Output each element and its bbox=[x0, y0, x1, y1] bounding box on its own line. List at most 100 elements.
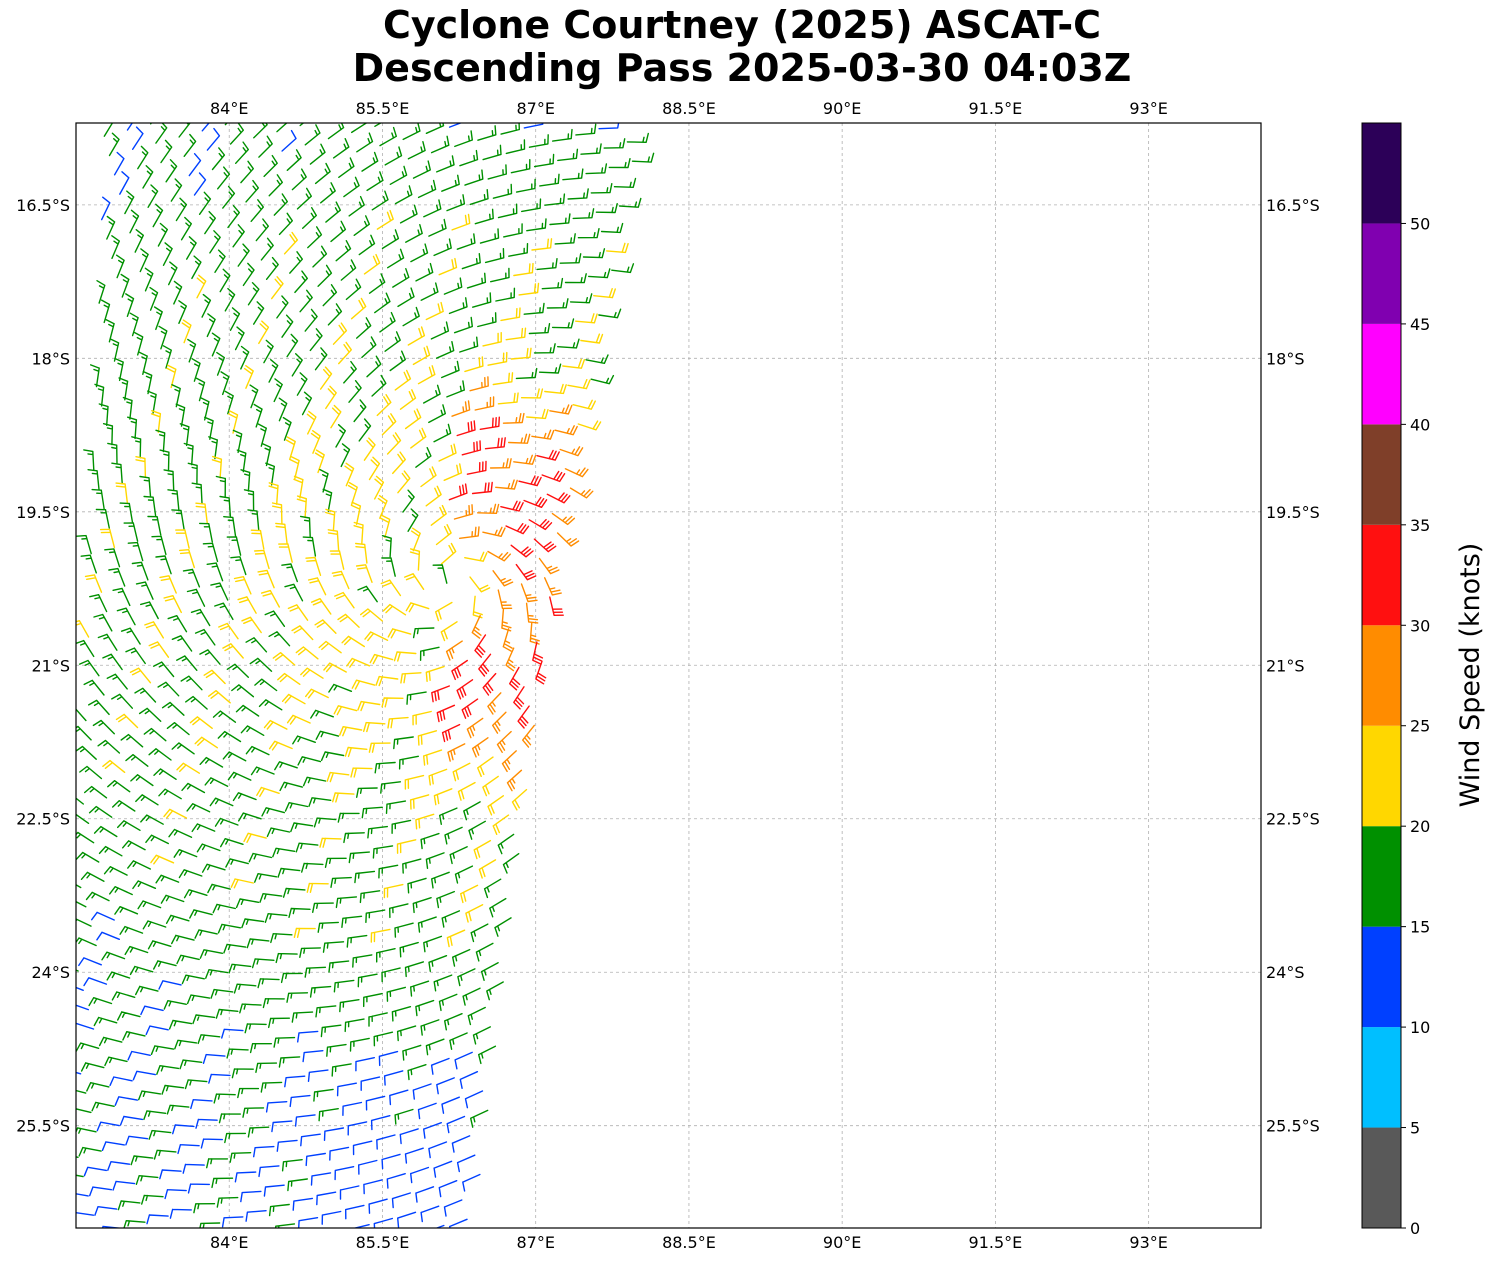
wind-barb bbox=[96, 1121, 120, 1132]
wind-barb bbox=[327, 529, 340, 551]
wind-barb bbox=[356, 317, 372, 339]
wind-barb bbox=[544, 383, 567, 395]
wind-barb bbox=[446, 1115, 466, 1134]
wind-barb bbox=[317, 264, 333, 287]
wind-barb bbox=[171, 384, 181, 408]
wind-barb bbox=[240, 160, 254, 184]
wind-barb bbox=[98, 1036, 123, 1047]
wind-barb bbox=[460, 884, 479, 904]
wind-barb bbox=[231, 684, 255, 698]
wind-barb bbox=[575, 123, 597, 136]
wind-barb bbox=[268, 1203, 290, 1217]
wind-barb bbox=[286, 992, 309, 1003]
lon-tick-label-top: 84°E bbox=[210, 99, 248, 118]
wind-barb bbox=[255, 218, 269, 242]
wind-barb bbox=[389, 903, 409, 919]
wind-barb bbox=[260, 237, 274, 261]
wind-barb bbox=[240, 1190, 262, 1203]
wind-barb bbox=[284, 1075, 306, 1088]
wind-barb bbox=[135, 581, 154, 600]
wind-barb bbox=[325, 201, 341, 223]
wind-barb bbox=[521, 198, 542, 213]
wind-barb bbox=[140, 814, 164, 825]
wind-barb bbox=[383, 883, 404, 899]
wind-barb bbox=[441, 1096, 460, 1114]
wind-barb bbox=[281, 1159, 303, 1172]
lon-tick-label-bottom: 90°E bbox=[823, 1233, 861, 1252]
wind-barb bbox=[108, 132, 120, 157]
wind-barb bbox=[185, 695, 208, 710]
wind-barb bbox=[546, 492, 571, 504]
wind-barb bbox=[469, 376, 489, 392]
wind-barb bbox=[502, 853, 520, 874]
wind-barb bbox=[384, 146, 403, 166]
wind-barb bbox=[117, 820, 141, 831]
wind-barb bbox=[315, 1005, 337, 1018]
wind-barb bbox=[141, 1194, 164, 1205]
wind-barb bbox=[430, 1057, 450, 1075]
wind-barb bbox=[173, 849, 198, 858]
wind-barb bbox=[331, 1063, 352, 1077]
wind-barb bbox=[378, 864, 399, 879]
wind-barb bbox=[502, 412, 525, 424]
wind-barb bbox=[258, 135, 273, 158]
wind-barb bbox=[160, 894, 185, 904]
wind-barb bbox=[440, 542, 457, 565]
wind-barb bbox=[513, 454, 537, 465]
wind-barb bbox=[453, 504, 474, 520]
wind-barb bbox=[357, 585, 378, 603]
wind-barb bbox=[577, 228, 600, 239]
wind-barb bbox=[446, 194, 466, 212]
title-line-2: Descending Pass 2025-03-30 04:03Z bbox=[352, 46, 1132, 90]
colorbar-bin bbox=[1362, 725, 1401, 827]
wind-barb bbox=[525, 602, 539, 624]
wind-barb bbox=[363, 1179, 383, 1195]
wind-barb bbox=[355, 564, 373, 583]
wind-barb bbox=[279, 781, 303, 792]
wind-barb bbox=[103, 866, 128, 876]
wind-barb bbox=[320, 751, 345, 761]
wind-barb bbox=[239, 1003, 262, 1014]
wind-barb bbox=[211, 147, 226, 171]
wind-barb bbox=[343, 832, 365, 844]
wind-barb bbox=[470, 923, 489, 943]
wind-barb bbox=[410, 243, 429, 263]
wind-barb bbox=[215, 1008, 239, 1019]
wind-barb bbox=[196, 274, 207, 299]
wind-barb bbox=[215, 475, 226, 498]
wind-barb bbox=[233, 576, 252, 595]
wind-barb bbox=[132, 126, 144, 150]
wind-barb bbox=[471, 481, 493, 495]
wind-barb bbox=[91, 911, 115, 921]
wind-barb bbox=[305, 1152, 326, 1167]
wind-barb bbox=[203, 669, 226, 685]
lon-tick-label-top: 85.5°E bbox=[356, 99, 410, 118]
wind-barb bbox=[332, 138, 350, 159]
wind-barb bbox=[330, 404, 342, 429]
wind-barb bbox=[505, 647, 516, 672]
wind-barb bbox=[265, 256, 279, 280]
wind-barb bbox=[76, 918, 92, 927]
wind-barb bbox=[400, 672, 422, 684]
wind-barb bbox=[340, 443, 351, 468]
wind-barb bbox=[167, 615, 188, 633]
wind-barb bbox=[232, 429, 243, 454]
wind-barb bbox=[319, 837, 342, 848]
wind-barb bbox=[471, 614, 482, 639]
wind-barb bbox=[415, 999, 435, 1017]
wind-barb bbox=[308, 797, 332, 807]
wind-barb bbox=[338, 341, 352, 365]
wind-barb bbox=[127, 1050, 151, 1061]
wind-barb bbox=[515, 367, 538, 380]
wind-barb bbox=[255, 1062, 278, 1073]
wind-barb bbox=[402, 858, 422, 874]
wind-barb bbox=[436, 1077, 455, 1095]
wind-barb bbox=[204, 416, 214, 440]
wind-barb bbox=[386, 986, 406, 1002]
wind-barb bbox=[296, 495, 307, 519]
wind-barb bbox=[456, 420, 476, 437]
wind-barb bbox=[399, 941, 419, 958]
colorbar-label: Wind Speed (knots) bbox=[1455, 543, 1486, 808]
wind-barb bbox=[119, 502, 134, 523]
wind-barb bbox=[392, 451, 406, 475]
